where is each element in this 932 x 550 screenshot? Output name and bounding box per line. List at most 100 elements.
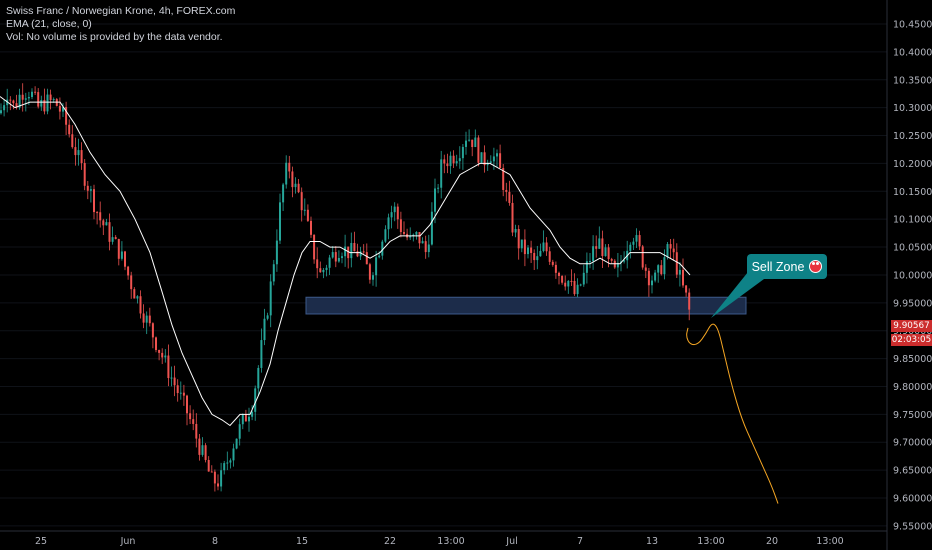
candle-body xyxy=(616,262,619,268)
candle-body xyxy=(204,445,207,460)
candle-body xyxy=(480,152,483,163)
candle-body xyxy=(89,189,92,191)
candle-body xyxy=(263,318,266,341)
candle-body xyxy=(235,438,238,449)
candle-body xyxy=(437,187,440,189)
sell-zone-callout[interactable]: Sell Zone xyxy=(747,254,827,279)
candle-body xyxy=(458,158,461,162)
candle-body xyxy=(440,159,443,188)
candle-body xyxy=(561,275,564,283)
candle-body xyxy=(220,470,223,487)
candle-body xyxy=(666,244,669,258)
candle-body xyxy=(430,211,433,245)
candle-body xyxy=(269,281,272,316)
candle-body xyxy=(12,100,15,104)
candle-body xyxy=(102,220,105,226)
candle-body xyxy=(685,285,688,293)
candle-body xyxy=(632,241,635,245)
candle-body xyxy=(548,251,551,262)
candle-body xyxy=(313,234,316,260)
candle-body xyxy=(71,134,74,148)
candle-body xyxy=(387,217,390,230)
candle-body xyxy=(170,377,173,379)
candle-body xyxy=(198,438,201,455)
candle-body xyxy=(474,137,477,147)
candle-body xyxy=(520,239,523,249)
candle-body xyxy=(635,235,638,242)
projection-path[interactable] xyxy=(686,323,779,504)
time-tick-label: 13:00 xyxy=(697,536,724,547)
candle-body xyxy=(80,150,83,164)
candle-body xyxy=(182,392,185,396)
candle-body xyxy=(31,91,33,97)
candle-body xyxy=(452,155,455,164)
candle-body xyxy=(282,184,285,203)
candle-body xyxy=(291,171,294,188)
candle-body xyxy=(260,340,263,368)
candle-body xyxy=(567,280,570,287)
candle-body xyxy=(344,246,347,257)
candle-body xyxy=(93,189,95,213)
sell-zone-rectangle[interactable] xyxy=(305,296,747,315)
candle-body xyxy=(651,280,653,286)
candle-body xyxy=(601,238,604,257)
candle-body xyxy=(331,252,334,258)
time-axis[interactable]: 25 Jun 8 15 22 13:00 Jul 7 13 13:00 20 13:00 xyxy=(35,536,844,547)
candle-body xyxy=(372,275,374,280)
candle-body xyxy=(37,92,40,107)
candle-body xyxy=(471,139,474,147)
candle-body xyxy=(403,232,405,234)
candle-body xyxy=(272,264,275,282)
candle-body xyxy=(83,163,86,186)
candle-body xyxy=(210,471,213,473)
time-tick-label: 8 xyxy=(212,536,218,547)
candle-body xyxy=(595,246,598,249)
candle-body xyxy=(607,247,610,260)
candle-body xyxy=(300,192,303,211)
callout-pointer xyxy=(711,272,764,318)
price-tick-label: 9.55000 xyxy=(893,521,932,532)
candle-body xyxy=(502,167,505,190)
candle-body xyxy=(223,463,226,471)
candle-body xyxy=(675,252,678,275)
callout-label: Sell Zone xyxy=(751,259,805,274)
candle-body xyxy=(368,264,371,280)
candle-body xyxy=(111,237,114,242)
candle-body xyxy=(328,257,331,268)
candle-body xyxy=(297,183,300,193)
candle-body xyxy=(285,162,288,185)
candle-body xyxy=(604,247,607,257)
ema-line xyxy=(0,96,691,427)
candle-body xyxy=(192,419,195,424)
candle-body xyxy=(421,241,424,244)
candle-body xyxy=(173,377,176,386)
candle-body xyxy=(117,238,120,259)
candle-body xyxy=(136,296,139,299)
candle-body xyxy=(3,105,6,111)
candle-body xyxy=(573,280,576,295)
candle-body xyxy=(62,107,64,112)
candle-body xyxy=(251,411,254,417)
candle-body xyxy=(654,272,657,281)
candle-body xyxy=(139,296,142,314)
candle-body xyxy=(533,252,536,261)
candle-body xyxy=(468,139,471,141)
price-tick-label: 10.00000 xyxy=(893,270,932,281)
candle-body xyxy=(322,269,325,273)
candle-body xyxy=(207,459,210,472)
candle-body xyxy=(186,395,188,414)
candle-body xyxy=(579,284,582,286)
price-tick-label: 9.65000 xyxy=(893,466,932,477)
candle-body xyxy=(641,246,644,268)
candle-body xyxy=(226,462,229,464)
candle-body xyxy=(316,259,319,269)
price-tick-label: 10.20000 xyxy=(893,159,932,170)
grid-lines xyxy=(0,23,887,527)
candle-body xyxy=(511,202,514,233)
time-tick-label: 20 xyxy=(766,536,778,547)
candle-body xyxy=(148,315,151,324)
price-axis[interactable]: 10.45000 10.40000 10.35000 10.30000 10.25000… xyxy=(893,20,932,533)
candle-body xyxy=(489,161,492,163)
